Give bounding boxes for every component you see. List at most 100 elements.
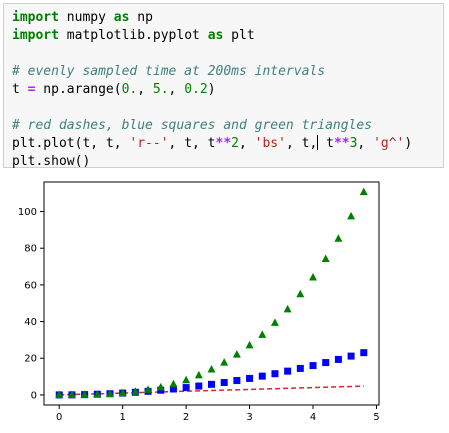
code-token: , t, t xyxy=(168,136,216,151)
code-token: , t, xyxy=(285,136,318,151)
code-token: plt.show() xyxy=(12,154,91,169)
code-token: ) xyxy=(207,82,216,97)
green-triangle-point xyxy=(283,304,292,313)
code-line xyxy=(12,45,443,63)
code-token: , xyxy=(137,82,153,97)
code-token: ) xyxy=(404,136,413,151)
code-token: t xyxy=(318,136,334,151)
code-token: ** xyxy=(333,136,350,151)
code-token: as xyxy=(113,10,130,25)
code-line: plt.show() xyxy=(12,153,443,171)
code-token: import xyxy=(12,28,59,43)
code-line: import matplotlib.pyplot as plt xyxy=(12,27,443,45)
blue-square-point xyxy=(347,352,355,360)
green-triangle-point xyxy=(55,390,64,398)
blue-square-point xyxy=(233,377,241,385)
x-tick-label: 2 xyxy=(183,412,189,423)
green-triangle-point xyxy=(118,388,127,397)
green-triangle-point xyxy=(131,387,140,395)
y-tick-label: 0 xyxy=(31,390,37,401)
x-tick-label: 5 xyxy=(373,412,379,423)
green-triangle-point xyxy=(347,211,356,220)
code-token: # red dashes, blue squares and green tri… xyxy=(12,118,373,133)
green-triangle-point xyxy=(270,318,279,326)
code-token: 'bs' xyxy=(254,136,286,151)
x-tick-label: 1 xyxy=(119,412,125,423)
green-triangle-point xyxy=(309,273,318,281)
green-triangle-point xyxy=(67,390,76,398)
code-token: t xyxy=(12,82,28,97)
blue-square-point xyxy=(208,380,215,388)
blue-square-point xyxy=(220,379,228,387)
y-tick-label: 80 xyxy=(24,244,37,255)
blue-square-point xyxy=(258,372,266,380)
blue-square-point xyxy=(169,385,177,393)
y-tick-label: 60 xyxy=(24,280,37,291)
green-triangle-point xyxy=(232,350,241,358)
code-token: import xyxy=(12,10,59,25)
green-triangle-point xyxy=(80,390,89,398)
green-triangle-point xyxy=(144,385,153,393)
green-triangle-point xyxy=(321,254,330,263)
code-token: ** xyxy=(215,136,232,151)
blue-square-point xyxy=(309,362,317,370)
code-token: , xyxy=(239,136,255,151)
plot-output: 0 1 2 3 4 5 0 20 40 60 80 100 xyxy=(0,178,449,428)
code-token: as xyxy=(207,28,224,43)
code-line: t = np.arange(0., 5., 0.2) xyxy=(12,81,443,99)
y-tick-label: 20 xyxy=(24,354,37,365)
blue-square-point xyxy=(334,355,342,363)
code-token: , xyxy=(168,82,185,97)
code-token: 'g^' xyxy=(373,136,405,151)
blue-square-point xyxy=(246,374,254,382)
green-triangle-point xyxy=(207,365,216,373)
green-triangle-point xyxy=(220,358,229,366)
code-token: matplotlib.pyplot xyxy=(58,28,208,43)
code-token: np.arange( xyxy=(35,82,122,97)
code-line: import numpy as np xyxy=(12,9,443,27)
code-token: 5. xyxy=(152,82,169,97)
code-token: plt xyxy=(223,28,255,43)
green-triangle-point xyxy=(296,289,305,298)
code-token: np xyxy=(129,10,153,25)
blue-square-point xyxy=(271,370,279,378)
code-token: , xyxy=(357,136,374,151)
code-cell[interactable]: import numpy as np import matplotlib.pypl… xyxy=(3,3,444,171)
blue-square-point xyxy=(195,382,203,390)
code-token: 2 xyxy=(231,136,239,151)
green-triangle-point xyxy=(156,382,165,391)
x-tick-label: 0 xyxy=(56,412,62,423)
blue-square-point xyxy=(322,359,330,367)
code-line: # evenly sampled time at 200ms intervals xyxy=(12,63,443,81)
code-token: 'r--' xyxy=(129,136,169,151)
blue-square-point xyxy=(360,349,368,357)
x-tick-label: 3 xyxy=(246,412,252,423)
chart: 0 1 2 3 4 5 0 20 40 60 80 100 xyxy=(18,181,380,423)
green-triangle-point xyxy=(258,330,267,338)
code-editor[interactable]: import numpy as np import matplotlib.pypl… xyxy=(12,9,443,171)
blue-square-point xyxy=(296,364,304,372)
text-cursor xyxy=(317,135,319,150)
green-triangle-point xyxy=(359,187,368,196)
code-line: plt.plot(t, t, 'r--', t, t**2, 'bs', t, … xyxy=(12,135,443,153)
plot-frame xyxy=(43,181,380,406)
code-line xyxy=(12,99,443,117)
code-token: 0. xyxy=(121,82,138,97)
blue-square-point xyxy=(182,384,190,392)
y-tick-label: 40 xyxy=(24,317,37,328)
x-tick-label: 4 xyxy=(310,412,316,423)
green-triangle-point xyxy=(334,234,343,242)
green-triangle-point xyxy=(169,379,178,388)
green-triangle-point xyxy=(93,390,102,398)
green-triangle-point xyxy=(105,389,114,397)
blue-square-point xyxy=(284,367,292,375)
code-token: 0.2 xyxy=(184,82,208,97)
green-triangle-point xyxy=(194,370,203,379)
green-triangle-point xyxy=(245,340,254,349)
code-line: # red dashes, blue squares and green tri… xyxy=(12,117,443,135)
code-token: 3 xyxy=(349,136,358,151)
code-token: = xyxy=(27,82,36,97)
green-triangle-point xyxy=(182,375,191,384)
y-tick-label: 100 xyxy=(18,207,37,218)
code-token: # evenly sampled time at 200ms intervals xyxy=(12,64,326,79)
